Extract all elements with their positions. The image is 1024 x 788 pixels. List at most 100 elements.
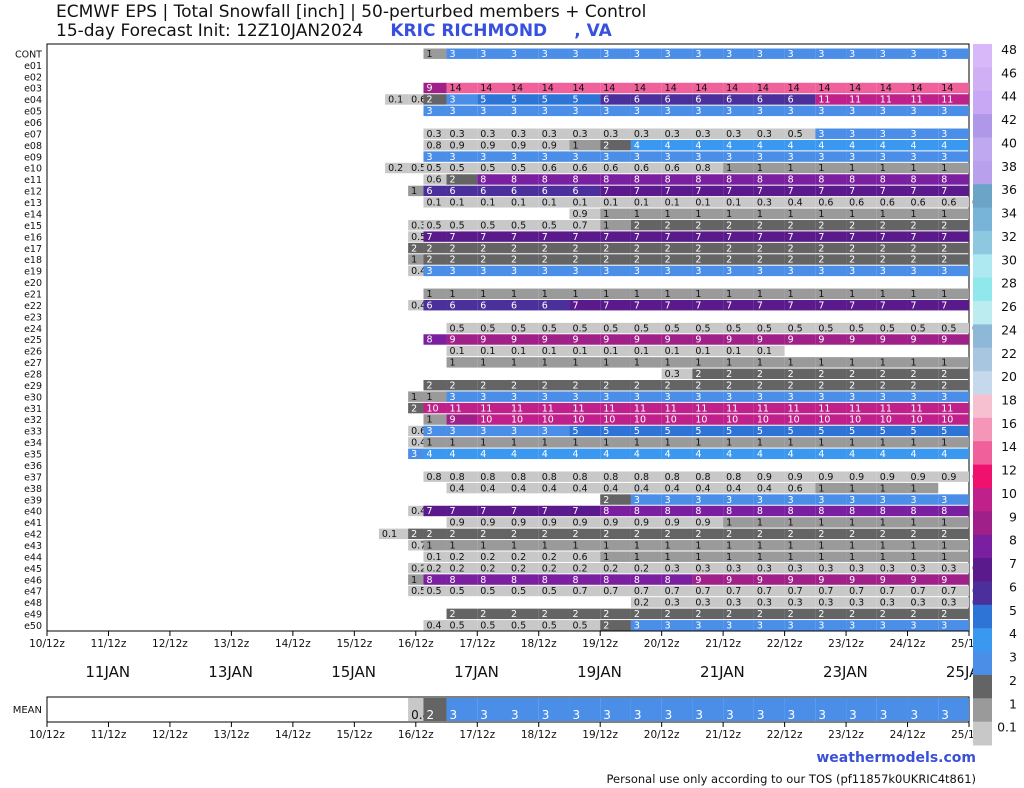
member-value: 1 [818,209,824,220]
member-cell [753,94,785,105]
member-value: 1 [818,358,824,369]
member-value: 2 [726,609,732,620]
member-cell [692,437,724,448]
member-cell [907,517,939,528]
member-label: e20 [24,278,42,289]
member-value: 0.1 [542,346,557,357]
member-value: 1 [726,209,732,220]
member-value: 2 [911,220,917,231]
member-cell [753,334,785,345]
colorbar-tick-label: 48 [1001,42,1017,57]
member-cell [569,471,601,482]
member-cell [876,334,908,345]
member-value: 0.3 [757,129,772,140]
member-cell [508,334,539,345]
member-value: 3 [818,129,824,140]
member-value: 2 [603,140,609,151]
member-value: 8 [695,175,701,186]
member-label: e50 [24,621,42,632]
member-cell [753,322,785,334]
member-cell [907,265,939,277]
member-cell [784,562,816,574]
member-value: 0.9 [695,518,710,529]
member-cell [815,105,847,117]
member-cell [538,345,570,357]
member-cell [630,185,662,197]
member-cell [846,128,877,139]
member-cell [784,242,816,254]
member-value: 0.5 [511,163,526,174]
member-value: 10 [788,415,800,426]
member-value: 3 [634,49,640,60]
member-cell [423,540,447,551]
member-cell [846,437,877,448]
member-value: 0.5 [941,323,956,334]
member-value: 0.3 [880,563,895,574]
member-cell [569,608,601,620]
member-value: 0.1 [480,346,495,357]
member-value: 14 [757,83,769,94]
member-value: 1 [818,438,824,449]
member-cell [423,174,447,185]
member-value: 3 [480,392,486,403]
member-label: e03 [24,84,42,95]
mean-value: 3 [695,708,703,722]
member-cell [753,208,785,219]
mean-cell [784,698,816,721]
mean-value: 3 [665,708,673,722]
member-value: 2 [818,243,824,254]
member-value: 7 [665,186,671,197]
member-cell [423,471,447,482]
member-cell [692,391,724,402]
member-cell [846,174,877,185]
member-value: 0.2 [426,563,441,574]
member-value: 0.4 [450,483,465,494]
member-value: 1 [911,209,917,220]
member-cell [661,597,693,608]
member-value: 0.3 [665,598,680,609]
member-cell [876,540,908,551]
member-cell [846,585,877,597]
member-value: 1 [880,289,886,300]
member-value: 2 [450,529,456,540]
member-cell [753,380,785,391]
member-value: 2 [450,609,456,620]
member-value: 0.5 [880,323,895,334]
member-value: 0.5 [480,163,495,174]
member-value: 1 [849,163,855,174]
member-value: 6 [634,95,640,106]
member-cell [569,151,601,162]
member-cell [423,128,447,139]
member-value: 7 [788,232,794,243]
member-cell [538,322,570,334]
member-value: 2 [757,369,763,380]
member-value: 2 [695,380,701,391]
member-cell [876,185,908,197]
member-cell [477,482,508,494]
member-value: 6 [511,186,517,197]
member-label: e46 [24,575,42,586]
member-cell [569,562,601,574]
member-value: 1 [426,438,432,449]
member-value: 7 [450,232,456,243]
member-cell [600,162,631,174]
member-value: 0.6 [411,426,426,437]
member-value: 1 [788,209,794,220]
member-value: 3 [911,495,917,506]
colorbar-segment [973,114,992,138]
member-cell [446,620,478,631]
mean-cell [477,698,508,721]
member-value: 8 [426,335,432,346]
member-value: 2 [603,255,609,266]
member-cell [446,185,478,197]
member-value: 3 [542,266,548,277]
member-value: 0.7 [941,586,956,597]
watermark[interactable]: weathermodels.com [816,750,976,766]
member-cell [423,448,447,460]
member-value: 11 [941,95,953,106]
member-cell [815,608,847,620]
member-value: 1 [757,518,763,529]
member-value: 2 [426,380,432,391]
member-cell [784,105,816,117]
member-cell [846,105,877,117]
